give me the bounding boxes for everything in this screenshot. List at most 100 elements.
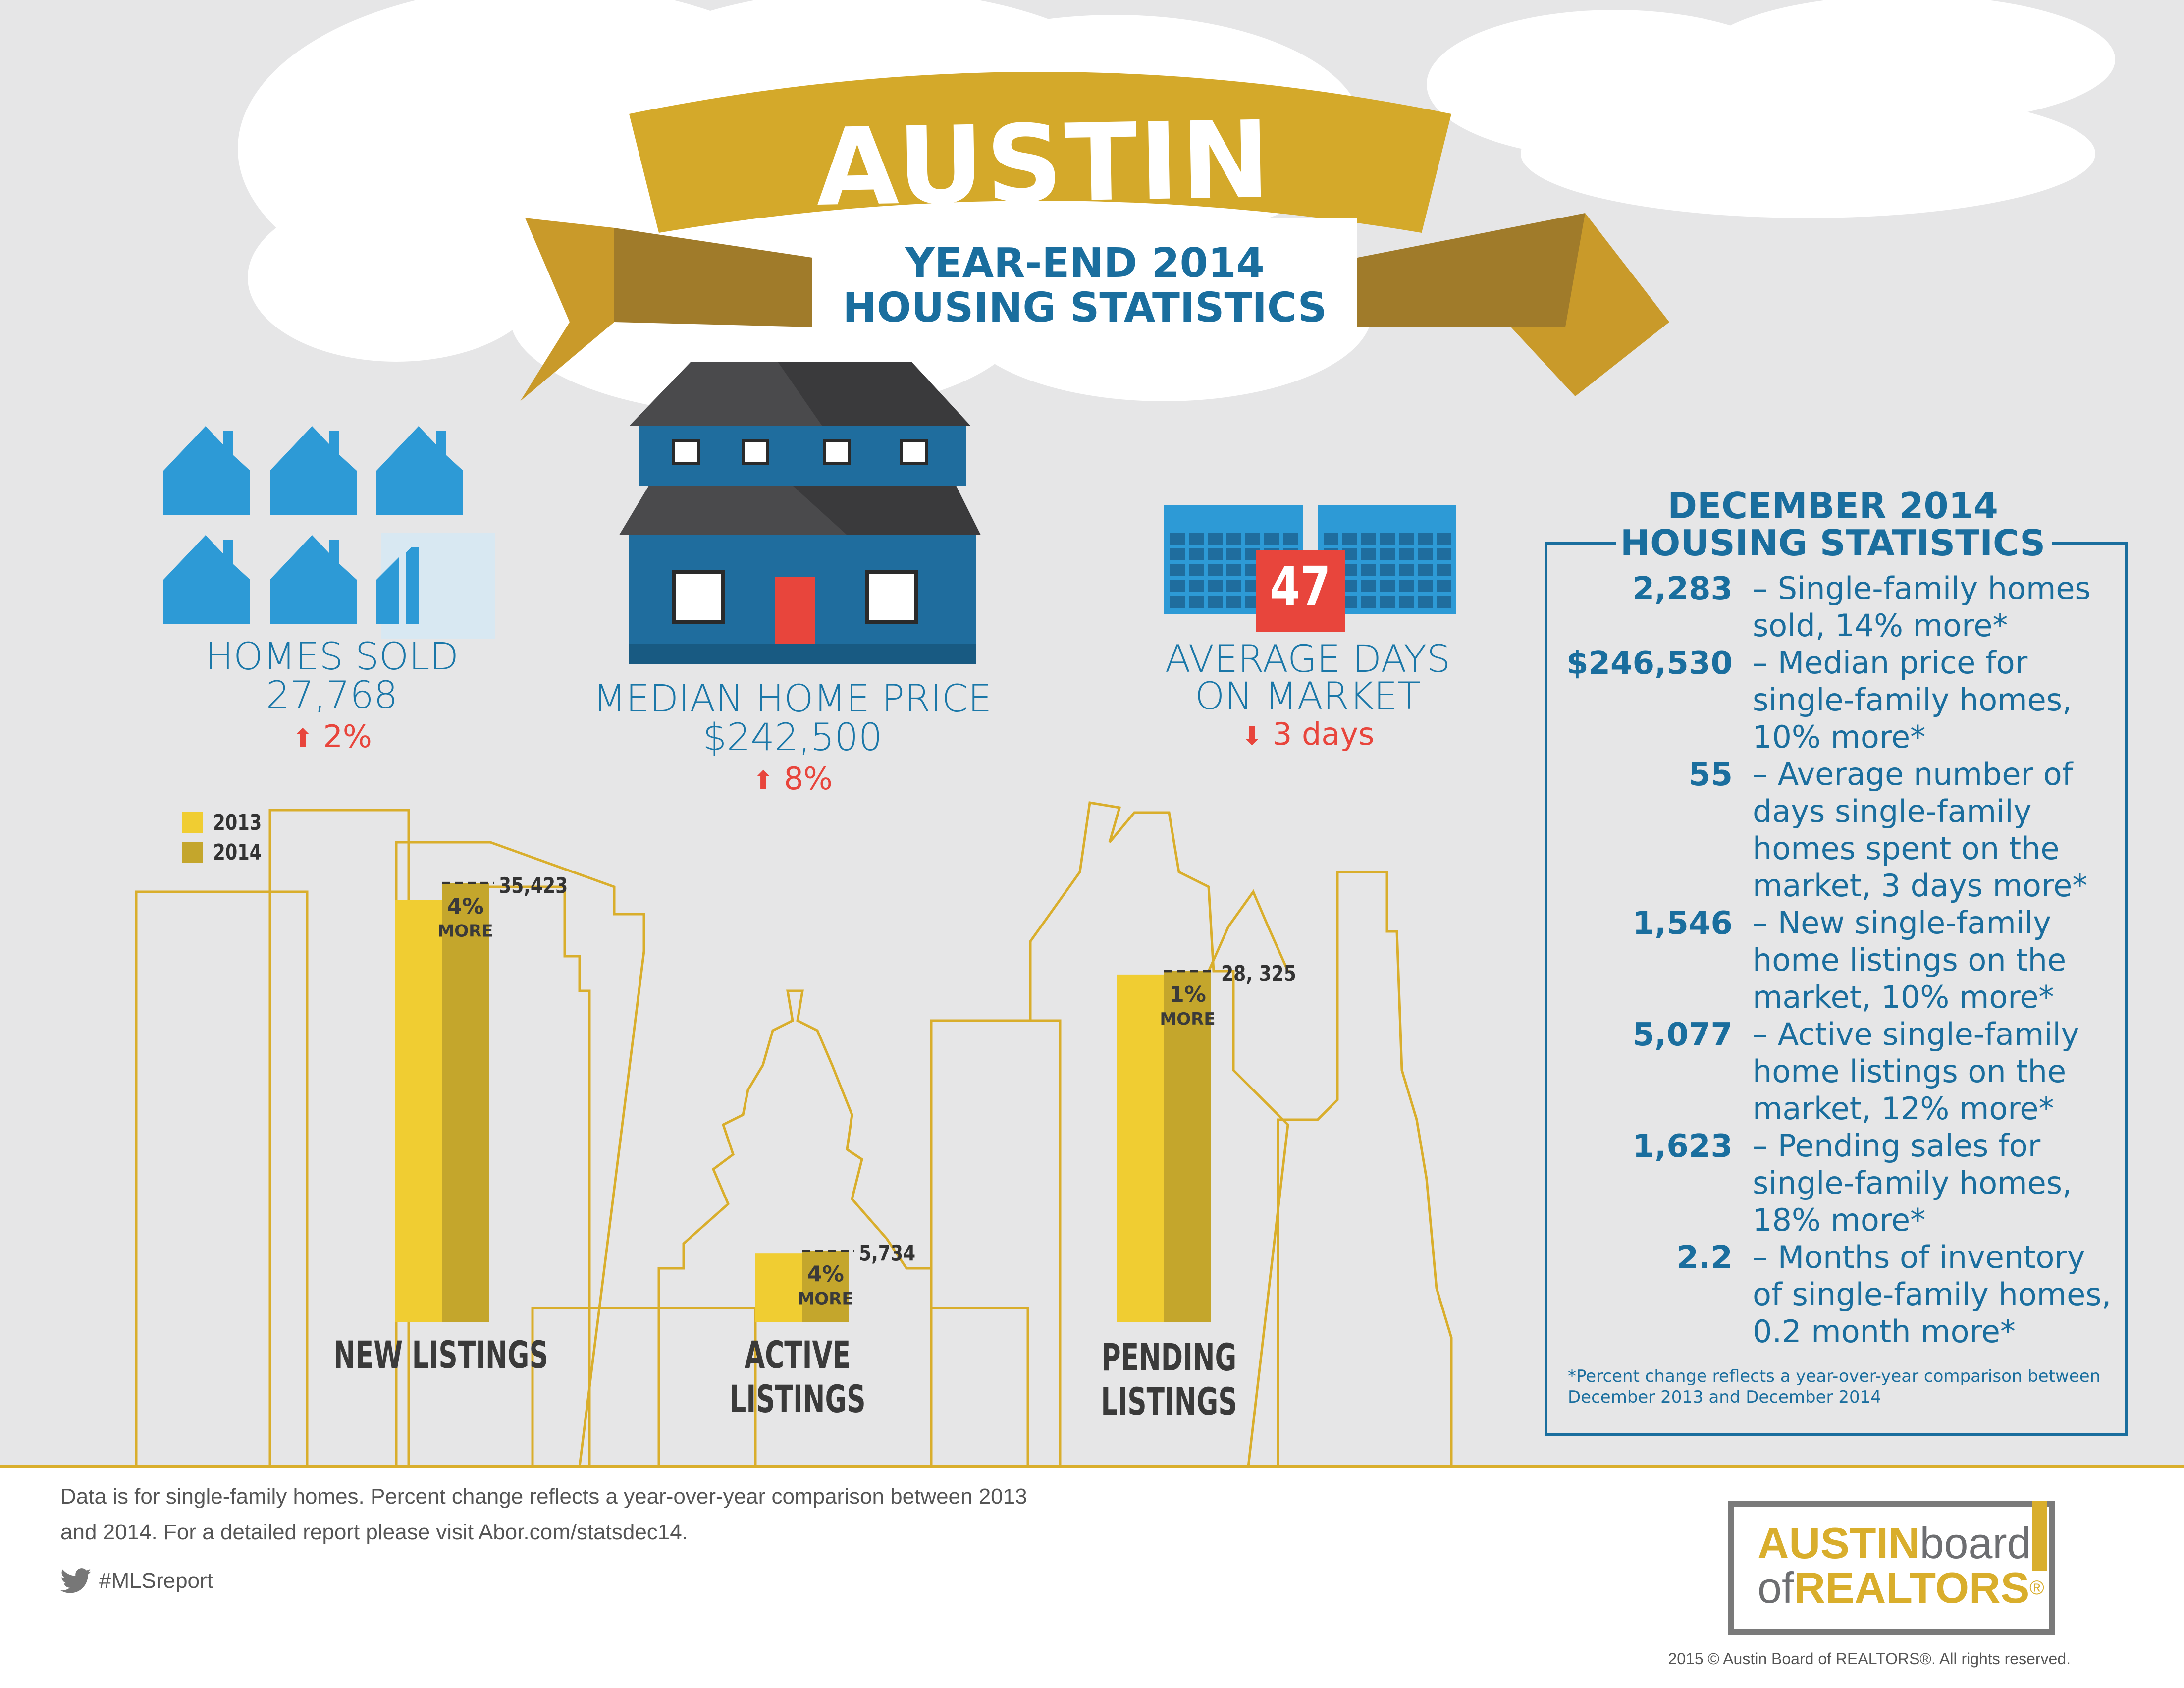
december-stat-description: – Median price for [1753,645,2028,681]
copyright: 2015 © Austin Board of REALTORS®. All ri… [1668,1650,2071,1668]
calendar-cell [1399,548,1414,560]
bar-2013 [1117,974,1164,1322]
december-stat-description: single-family homes, [1753,1165,2072,1201]
december-stat-description: sold, 14% more* [1753,607,2008,644]
december-stat-description: market, 10% more* [1753,979,2054,1015]
calendar-cell [1437,580,1451,592]
twitter-hashtag[interactable]: #MLSreport [60,1568,213,1594]
calendar-cell [1437,564,1451,576]
bar-value-label: 5,734 [859,1241,915,1266]
days-label-line1: AVERAGE DAYS [1165,637,1451,681]
calendar-cell [1361,548,1376,560]
december-stats-list: 2,283 – Single-family homes sold, 14% more… [1545,570,2122,1362]
logo-board: board [1919,1519,2031,1568]
homes-sold-change-value: 2% [323,718,372,755]
calendar-value: 47 [1270,555,1331,618]
logo-line2: ofREALTORS® [1758,1566,2044,1610]
calendar-cell [1226,596,1241,608]
bar-value-label: 35,423 [499,873,568,898]
calendar-cell [1245,533,1260,545]
calendar-cell [1437,533,1451,545]
legend-label-2013: 2013 [213,810,262,835]
december-stat-number: $246,530 [1566,645,1733,682]
calendar-cell [1170,580,1185,592]
december-stat-description: home listings on the [1753,1053,2067,1089]
house-icon [376,426,463,515]
logo-line1: AUSTINboard [1758,1521,2031,1566]
calendar-cell [1226,533,1241,545]
december-stat-description: market, 12% more* [1753,1090,2054,1127]
homes-sold-value: 27,768 [266,673,398,717]
calendar-cell [1418,580,1433,592]
calendar-cell [1208,564,1223,576]
december-stat-description: – Single-family homes [1753,570,2091,606]
bar-2014 [442,883,489,1322]
calendar-cell [1418,596,1433,608]
calendar-cell [1189,548,1204,560]
december-title-line2: HOUSING STATISTICS [1620,522,2046,564]
december-stat-description: 0.2 month more* [1753,1313,2016,1350]
down-arrow-icon: ⬇ [1241,721,1263,751]
logo-frame-outer [1728,1501,2055,1635]
calendar-cell [1342,533,1357,545]
up-arrow-icon: ⬆ [292,724,314,754]
calendar-cell [1437,548,1451,560]
abor-logo[interactable]: AUSTINboard ofREALTORS® [1728,1501,2070,1635]
logo-of: of [1758,1563,1794,1612]
median-price-value: $242,500 [702,715,883,759]
legend-label-2014: 2014 [213,839,262,865]
calendar-cell [1342,596,1357,608]
bar-2014 [802,1251,849,1322]
house-icon-partial [376,547,419,624]
calendar-cell [1380,533,1395,545]
bar-change-word: MORE [798,1289,853,1309]
legend-item-2013: 2013 [182,808,267,837]
house-icon [163,535,250,624]
december-stat-number: 5,077 [1632,1017,1733,1053]
calendar-cell [1189,533,1204,545]
footer-note-line1: Data is for single-family homes. Percent… [60,1484,1027,1509]
days-label-line2: ON MARKET [1195,674,1421,718]
bar-change-pct: 1% [1169,982,1206,1007]
calendar-cell [1380,596,1395,608]
logo-reg: ® [2029,1577,2044,1599]
legend-swatch-2014 [182,842,203,863]
calendar-cell [1170,548,1185,560]
median-house-illustration [619,362,981,664]
december-stat-description: – Average number of [1753,756,2073,792]
calendar-cell [1418,564,1433,576]
calendar-cell [1361,533,1376,545]
bar-change-word: MORE [1160,1009,1215,1029]
december-stat-description: – New single-family [1753,905,2051,941]
calendar-cell [1189,564,1204,576]
bar-change-pct: 4% [807,1262,844,1287]
calendar-cell [1418,533,1433,545]
calendar-cell [1399,564,1414,576]
calendar-cell [1264,533,1279,545]
up-arrow-icon: ⬆ [752,766,774,796]
calendar-cell [1380,548,1395,560]
calendar-cell [1189,580,1204,592]
calendar-cell [1380,580,1395,592]
homes-sold-label: HOMES SOLD [205,634,459,678]
december-footnote-line2: December 2013 and December 2014 [1568,1387,1881,1407]
days-change-value: 3 days [1272,716,1375,752]
house-icon [270,535,357,624]
bar-2013 [395,900,442,1322]
calendar-cell [1170,564,1185,576]
bar-change-pct: 4% [447,894,484,919]
calendar-cell [1226,548,1241,560]
december-stat-number: 2,283 [1632,571,1733,607]
banner-ribbon [520,72,1669,401]
bar-value-label: 28, 325 [1221,962,1296,986]
median-price-change-value: 8% [784,761,833,797]
calendar-cell [1399,533,1414,545]
logo-frame-gold [2032,1501,2047,1571]
calendar-icon [1164,505,1456,614]
category-label-active-listings: ACTIVE LISTINGS [729,1333,866,1421]
december-stat-description: home listings on the [1753,942,2067,978]
calendar-cell [1342,580,1357,592]
calendar-value-box [1256,550,1345,632]
calendar-cell [1170,596,1185,608]
calendar-cell [1342,564,1357,576]
